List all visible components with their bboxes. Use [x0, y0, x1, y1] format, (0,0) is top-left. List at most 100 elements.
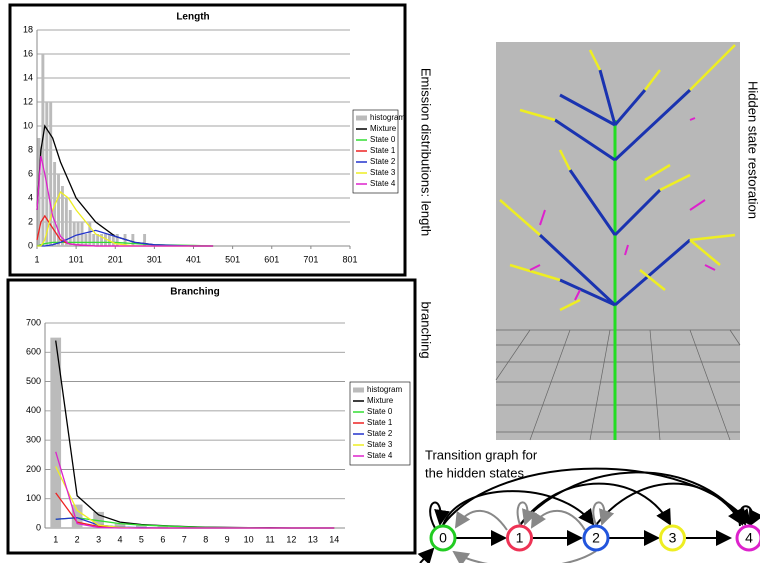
histogram-bar [157, 526, 169, 528]
y-tick-label: 6 [28, 168, 33, 178]
histogram-bar [68, 210, 72, 246]
y-tick-label: 8 [28, 144, 33, 154]
y-tick-label: 300 [26, 435, 41, 445]
x-tick-label: 2 [75, 534, 80, 544]
graph-node [582, 524, 610, 552]
histogram-bar [57, 174, 60, 246]
plot-area [45, 323, 345, 528]
histogram-bar [100, 234, 104, 246]
x-tick-label: 9 [225, 534, 230, 544]
side-label: Hidden state restoration [746, 81, 760, 219]
chart-title: Length [176, 12, 209, 23]
histogram-bar [114, 523, 126, 528]
x-tick-label: 3 [96, 534, 101, 544]
y-tick-label: 100 [26, 493, 41, 503]
x-tick-label: 701 [303, 254, 318, 264]
y-tick-label: 200 [26, 464, 41, 474]
node-label: 1 [516, 530, 524, 546]
x-tick-label: 801 [342, 254, 357, 264]
graph-node [506, 524, 533, 552]
histogram-bar [93, 511, 104, 528]
histogram-bar [71, 504, 83, 528]
histogram-bar [104, 234, 107, 246]
histogram-bar [41, 54, 45, 246]
y-tick-label: 0 [28, 240, 33, 250]
graph-node [735, 524, 760, 552]
graph-node [429, 524, 457, 552]
y-tick-label: 400 [26, 405, 41, 415]
legend-label: State 4 [367, 451, 393, 460]
histogram-bar [76, 222, 80, 246]
x-tick-label: 501 [225, 254, 240, 264]
y-tick-label: 14 [23, 72, 33, 82]
y-tick-label: 500 [26, 376, 41, 386]
x-tick-label: 1 [34, 254, 39, 264]
x-tick-label: 201 [108, 254, 123, 264]
histogram-bar [37, 138, 41, 246]
legend-label: Mixture [367, 396, 394, 405]
graph-node [659, 524, 686, 552]
tree-render [495, 42, 741, 441]
graph-title: the hidden states [425, 465, 525, 480]
y-tick-label: 10 [23, 120, 33, 130]
x-tick-label: 10 [244, 534, 254, 544]
histogram-bar [92, 234, 96, 246]
histogram-bar [60, 186, 64, 246]
legend-label: State 3 [367, 440, 393, 449]
x-tick-label: 13 [308, 534, 318, 544]
side-label: Emission distributions: length [419, 68, 434, 236]
legend-label: histogram [370, 113, 405, 122]
histogram-bar [115, 234, 119, 246]
x-tick-label: 301 [147, 254, 162, 264]
x-tick-label: 4 [117, 534, 122, 544]
x-tick-label: 12 [286, 534, 296, 544]
series-line [37, 229, 214, 247]
histogram-bar [143, 234, 147, 246]
y-tick-label: 700 [26, 317, 41, 327]
legend-label: State 4 [370, 179, 396, 188]
histogram-bar [111, 234, 115, 246]
histogram-bar [136, 525, 147, 528]
y-tick-label: 18 [23, 24, 33, 34]
node-label: 0 [439, 530, 447, 546]
x-tick-label: 11 [265, 534, 274, 544]
y-tick-label: 0 [36, 522, 41, 532]
legend-label: State 0 [370, 135, 396, 144]
graph-title: Transition graph for [425, 447, 538, 462]
node-label: 3 [669, 530, 677, 546]
x-tick-label: 8 [203, 534, 208, 544]
histogram-bar [64, 198, 68, 246]
series-line [55, 451, 335, 529]
side-label: branching [419, 301, 434, 358]
node-label: 4 [745, 530, 753, 546]
x-tick-label: 101 [69, 254, 84, 264]
plot-area [37, 30, 350, 246]
x-tick-label: 1 [53, 534, 58, 544]
y-tick-label: 16 [23, 48, 33, 58]
y-tick-label: 4 [28, 192, 33, 202]
node-label: 2 [592, 530, 600, 546]
histogram-bar [72, 222, 76, 246]
legend-label: State 1 [370, 146, 396, 155]
legend-label: Mixture [370, 124, 397, 133]
legend-label: State 1 [367, 418, 393, 427]
x-tick-label: 14 [329, 534, 339, 544]
series-line [36, 155, 214, 247]
x-tick-label: 6 [160, 534, 165, 544]
histogram-bar [84, 234, 88, 246]
x-tick-label: 401 [186, 254, 201, 264]
legend-label: histogram [367, 385, 402, 394]
y-tick-label: 12 [23, 96, 33, 106]
histogram-bar [96, 234, 100, 246]
histogram-bar [49, 102, 53, 246]
legend-label: State 0 [367, 407, 393, 416]
chart-title: Branching [170, 287, 219, 298]
y-tick-label: 600 [26, 347, 41, 357]
legend-label: State 2 [367, 429, 393, 438]
x-tick-label: 7 [182, 534, 187, 544]
graph-edges [417, 467, 760, 563]
histogram-bar [50, 337, 62, 528]
legend-label: State 2 [370, 157, 396, 166]
x-tick-label: 601 [264, 254, 279, 264]
